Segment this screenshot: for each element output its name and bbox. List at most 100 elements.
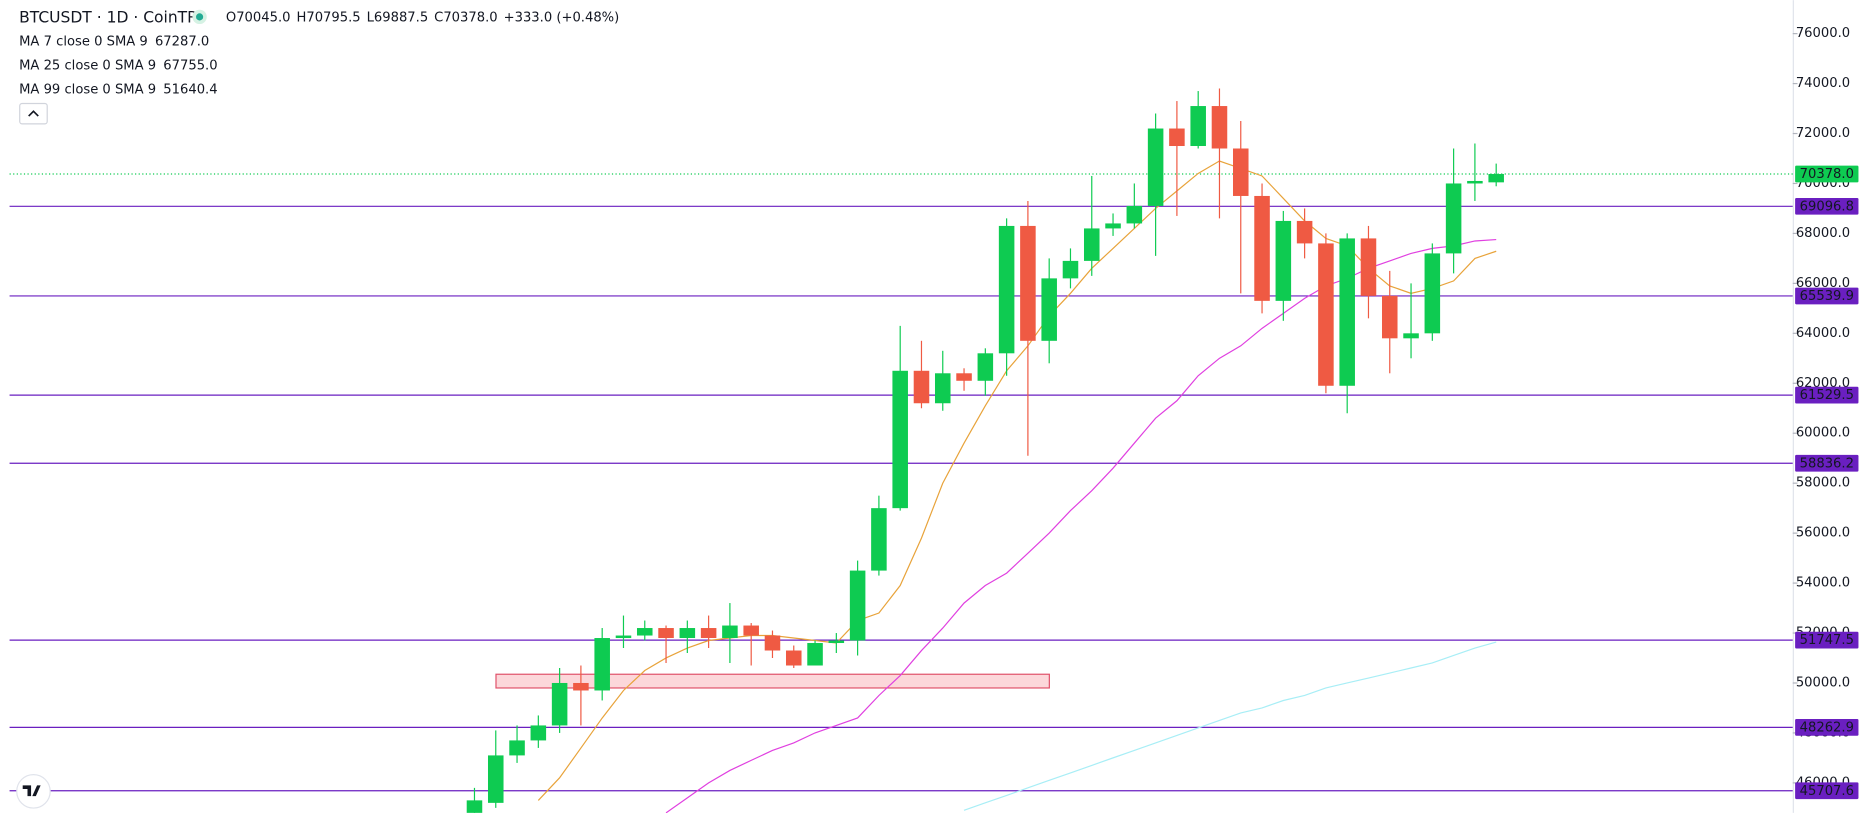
ohlc-value: O70045.0 — [226, 11, 291, 26]
candle-body — [892, 370, 908, 509]
candle-body — [1020, 225, 1036, 341]
candle-body — [1105, 223, 1121, 229]
candle-body — [573, 682, 589, 691]
candle-body — [509, 740, 525, 756]
y-tick-label: 64000.0 — [1796, 326, 1850, 341]
grid-layer — [9, 173, 1793, 792]
zone — [495, 673, 1050, 689]
level-tag — [1795, 631, 1859, 649]
level-tag — [1795, 287, 1859, 305]
y-tick-label: 68000.0 — [1796, 226, 1850, 241]
last-price-label: 70378.0 — [1800, 167, 1854, 182]
candle-body — [1488, 174, 1504, 183]
logo-mark[interactable] — [22, 785, 41, 797]
candle-body — [1403, 333, 1419, 339]
level-label: 61529.5 — [1800, 388, 1854, 403]
status-dot — [196, 13, 204, 21]
candle-body — [636, 628, 653, 636]
candle-body — [487, 755, 504, 803]
candle-body — [1169, 128, 1185, 147]
level-tag — [1795, 782, 1859, 800]
candle-body — [1424, 253, 1441, 334]
ma-line — [963, 641, 1497, 811]
axis-layer: 46000.048000.050000.052000.054000.056000… — [1792, 26, 1859, 800]
ma-line — [537, 160, 1497, 801]
candle-body — [934, 373, 951, 404]
change-value: +333.0 (+0.48%) — [504, 11, 620, 26]
candle-body — [530, 725, 547, 741]
level-tag — [1795, 386, 1859, 404]
candle-body — [956, 373, 972, 381]
logo-circle[interactable] — [16, 774, 51, 809]
candle-body — [849, 570, 866, 641]
candle-body — [1254, 195, 1270, 301]
legend-name: MA 99 close 0 SMA 9 — [19, 82, 156, 97]
y-tick-label: 66000.0 — [1796, 276, 1850, 291]
collapse-icon[interactable] — [28, 110, 39, 117]
candle-body — [1360, 238, 1377, 296]
candle-body — [1381, 295, 1398, 339]
ohlc-value: H70795.5 — [296, 11, 360, 26]
candle-body — [700, 628, 717, 639]
legend-name: MA 7 close 0 SMA 9 — [19, 34, 148, 49]
level-label: 45707.6 — [1800, 784, 1854, 799]
candle-body — [722, 625, 738, 639]
candle-body — [764, 635, 781, 651]
candle-body — [1126, 205, 1143, 224]
candle-body — [1147, 128, 1164, 206]
candle-body — [828, 640, 845, 644]
candle-body — [977, 353, 994, 381]
ma-line — [665, 238, 1497, 813]
y-tick-label: 56000.0 — [1796, 526, 1850, 541]
y-tick-label: 60000.0 — [1796, 426, 1850, 441]
candle-body — [743, 625, 759, 636]
candle-body — [551, 682, 568, 726]
level-label: 65539.9 — [1800, 289, 1854, 304]
candle-body — [1318, 243, 1334, 386]
legend-value: 67755.0 — [163, 58, 217, 73]
ohlc-value: C70378.0 — [434, 11, 497, 26]
candle-body — [1062, 260, 1079, 279]
legend-name: MA 25 close 0 SMA 9 — [19, 58, 156, 73]
candle-body — [1296, 220, 1313, 244]
candle-body — [1275, 220, 1292, 301]
logo[interactable] — [16, 774, 51, 809]
y-tick-label: 54000.0 — [1796, 576, 1850, 591]
level-label: 69096.8 — [1800, 199, 1854, 214]
candle-body — [1232, 148, 1249, 196]
y-tick-label: 58000.0 — [1796, 476, 1850, 491]
candle-body — [1041, 278, 1057, 341]
candle-body — [913, 370, 930, 404]
candle-body — [1083, 228, 1100, 261]
candle-body — [679, 628, 696, 639]
symbol: BTCUSDT · 1D · CoinTR — [19, 9, 198, 27]
candle-body — [594, 638, 610, 691]
y-tick-label: 76000.0 — [1796, 26, 1850, 41]
collapse-box[interactable] — [19, 102, 48, 125]
candle-body — [466, 800, 483, 813]
level-tag — [1795, 454, 1859, 472]
marks-layer — [466, 88, 1504, 813]
legend-value: 51640.4 — [163, 82, 217, 97]
level-tag — [1795, 197, 1859, 215]
candle-body — [1190, 106, 1206, 147]
candle-body — [785, 650, 802, 666]
candle-body — [871, 508, 887, 571]
candle-body — [998, 225, 1015, 354]
legend-value: 67287.0 — [155, 34, 209, 49]
y-tick-label: 72000.0 — [1796, 126, 1850, 141]
y-tick-label: 50000.0 — [1796, 675, 1850, 690]
collapse-button[interactable] — [19, 102, 48, 125]
level-tag — [1795, 719, 1859, 736]
level-label: 58836.2 — [1800, 456, 1854, 471]
candle-body — [1467, 180, 1483, 184]
last-price-tag — [1795, 165, 1859, 183]
candle-body — [615, 635, 632, 639]
legend: BTCUSDT · 1D · CoinTR O70045.0 H70795.5 L6… — [19, 9, 619, 98]
candle-body — [1339, 238, 1355, 386]
y-tick-label: 74000.0 — [1796, 76, 1850, 91]
ohlc-value: L69887.5 — [367, 11, 429, 26]
level-label: 51747.5 — [1800, 633, 1854, 648]
